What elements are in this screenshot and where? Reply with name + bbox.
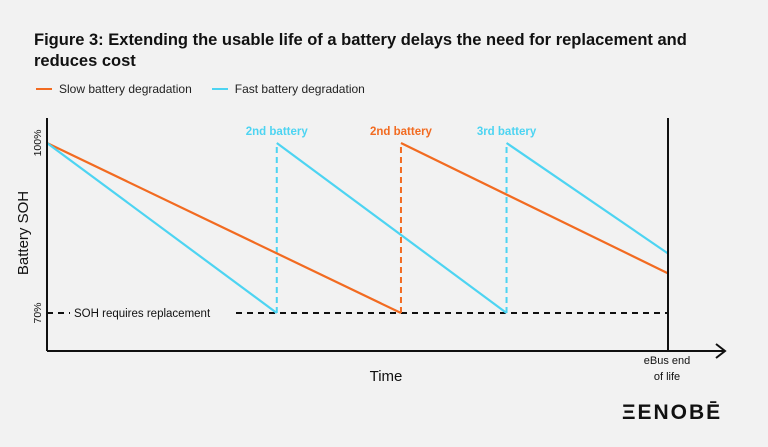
y-tick-label-70: 70% bbox=[32, 302, 44, 323]
y-axis-title: Battery SOH bbox=[15, 191, 32, 275]
series-slow-segment-2 bbox=[400, 142, 669, 275]
legend-label-slow: Slow battery degradation bbox=[59, 82, 192, 96]
replacement-label-slow-1: 2nd battery bbox=[370, 126, 433, 138]
eol-label-line-1: eBus end bbox=[644, 355, 690, 367]
replacement-label-fast-1: 2nd battery bbox=[246, 126, 309, 138]
chart-legend: Slow battery degradation Fast battery de… bbox=[36, 82, 385, 96]
chart-title: Figure 3: Extending the usable life of a… bbox=[34, 31, 687, 70]
company-logo: ΞENOBĒ bbox=[622, 401, 723, 424]
series-fast-segment-2 bbox=[276, 142, 508, 314]
legend-swatch-fast bbox=[211, 87, 228, 91]
legend-label-fast: Fast battery degradation bbox=[234, 82, 365, 96]
eol-label-line-2: of life bbox=[654, 371, 680, 383]
threshold-label-bg bbox=[70, 305, 232, 321]
threshold-label: SOH requires replacement bbox=[74, 308, 211, 320]
series-fast-segment-1 bbox=[46, 142, 278, 314]
y-tick-label-100: 100% bbox=[32, 130, 44, 157]
series-fast-segment-3 bbox=[505, 142, 669, 255]
legend-item-slow: Slow battery degradation bbox=[36, 82, 192, 96]
x-axis-arrow bbox=[715, 343, 727, 359]
legend-swatch-slow bbox=[36, 87, 52, 91]
x-axis-title: Time bbox=[370, 368, 403, 385]
series-slow-segment-1 bbox=[46, 142, 402, 314]
replacement-label-fast-2: 3rd battery bbox=[477, 126, 537, 138]
legend-item-fast: Fast battery degradation bbox=[211, 82, 365, 96]
